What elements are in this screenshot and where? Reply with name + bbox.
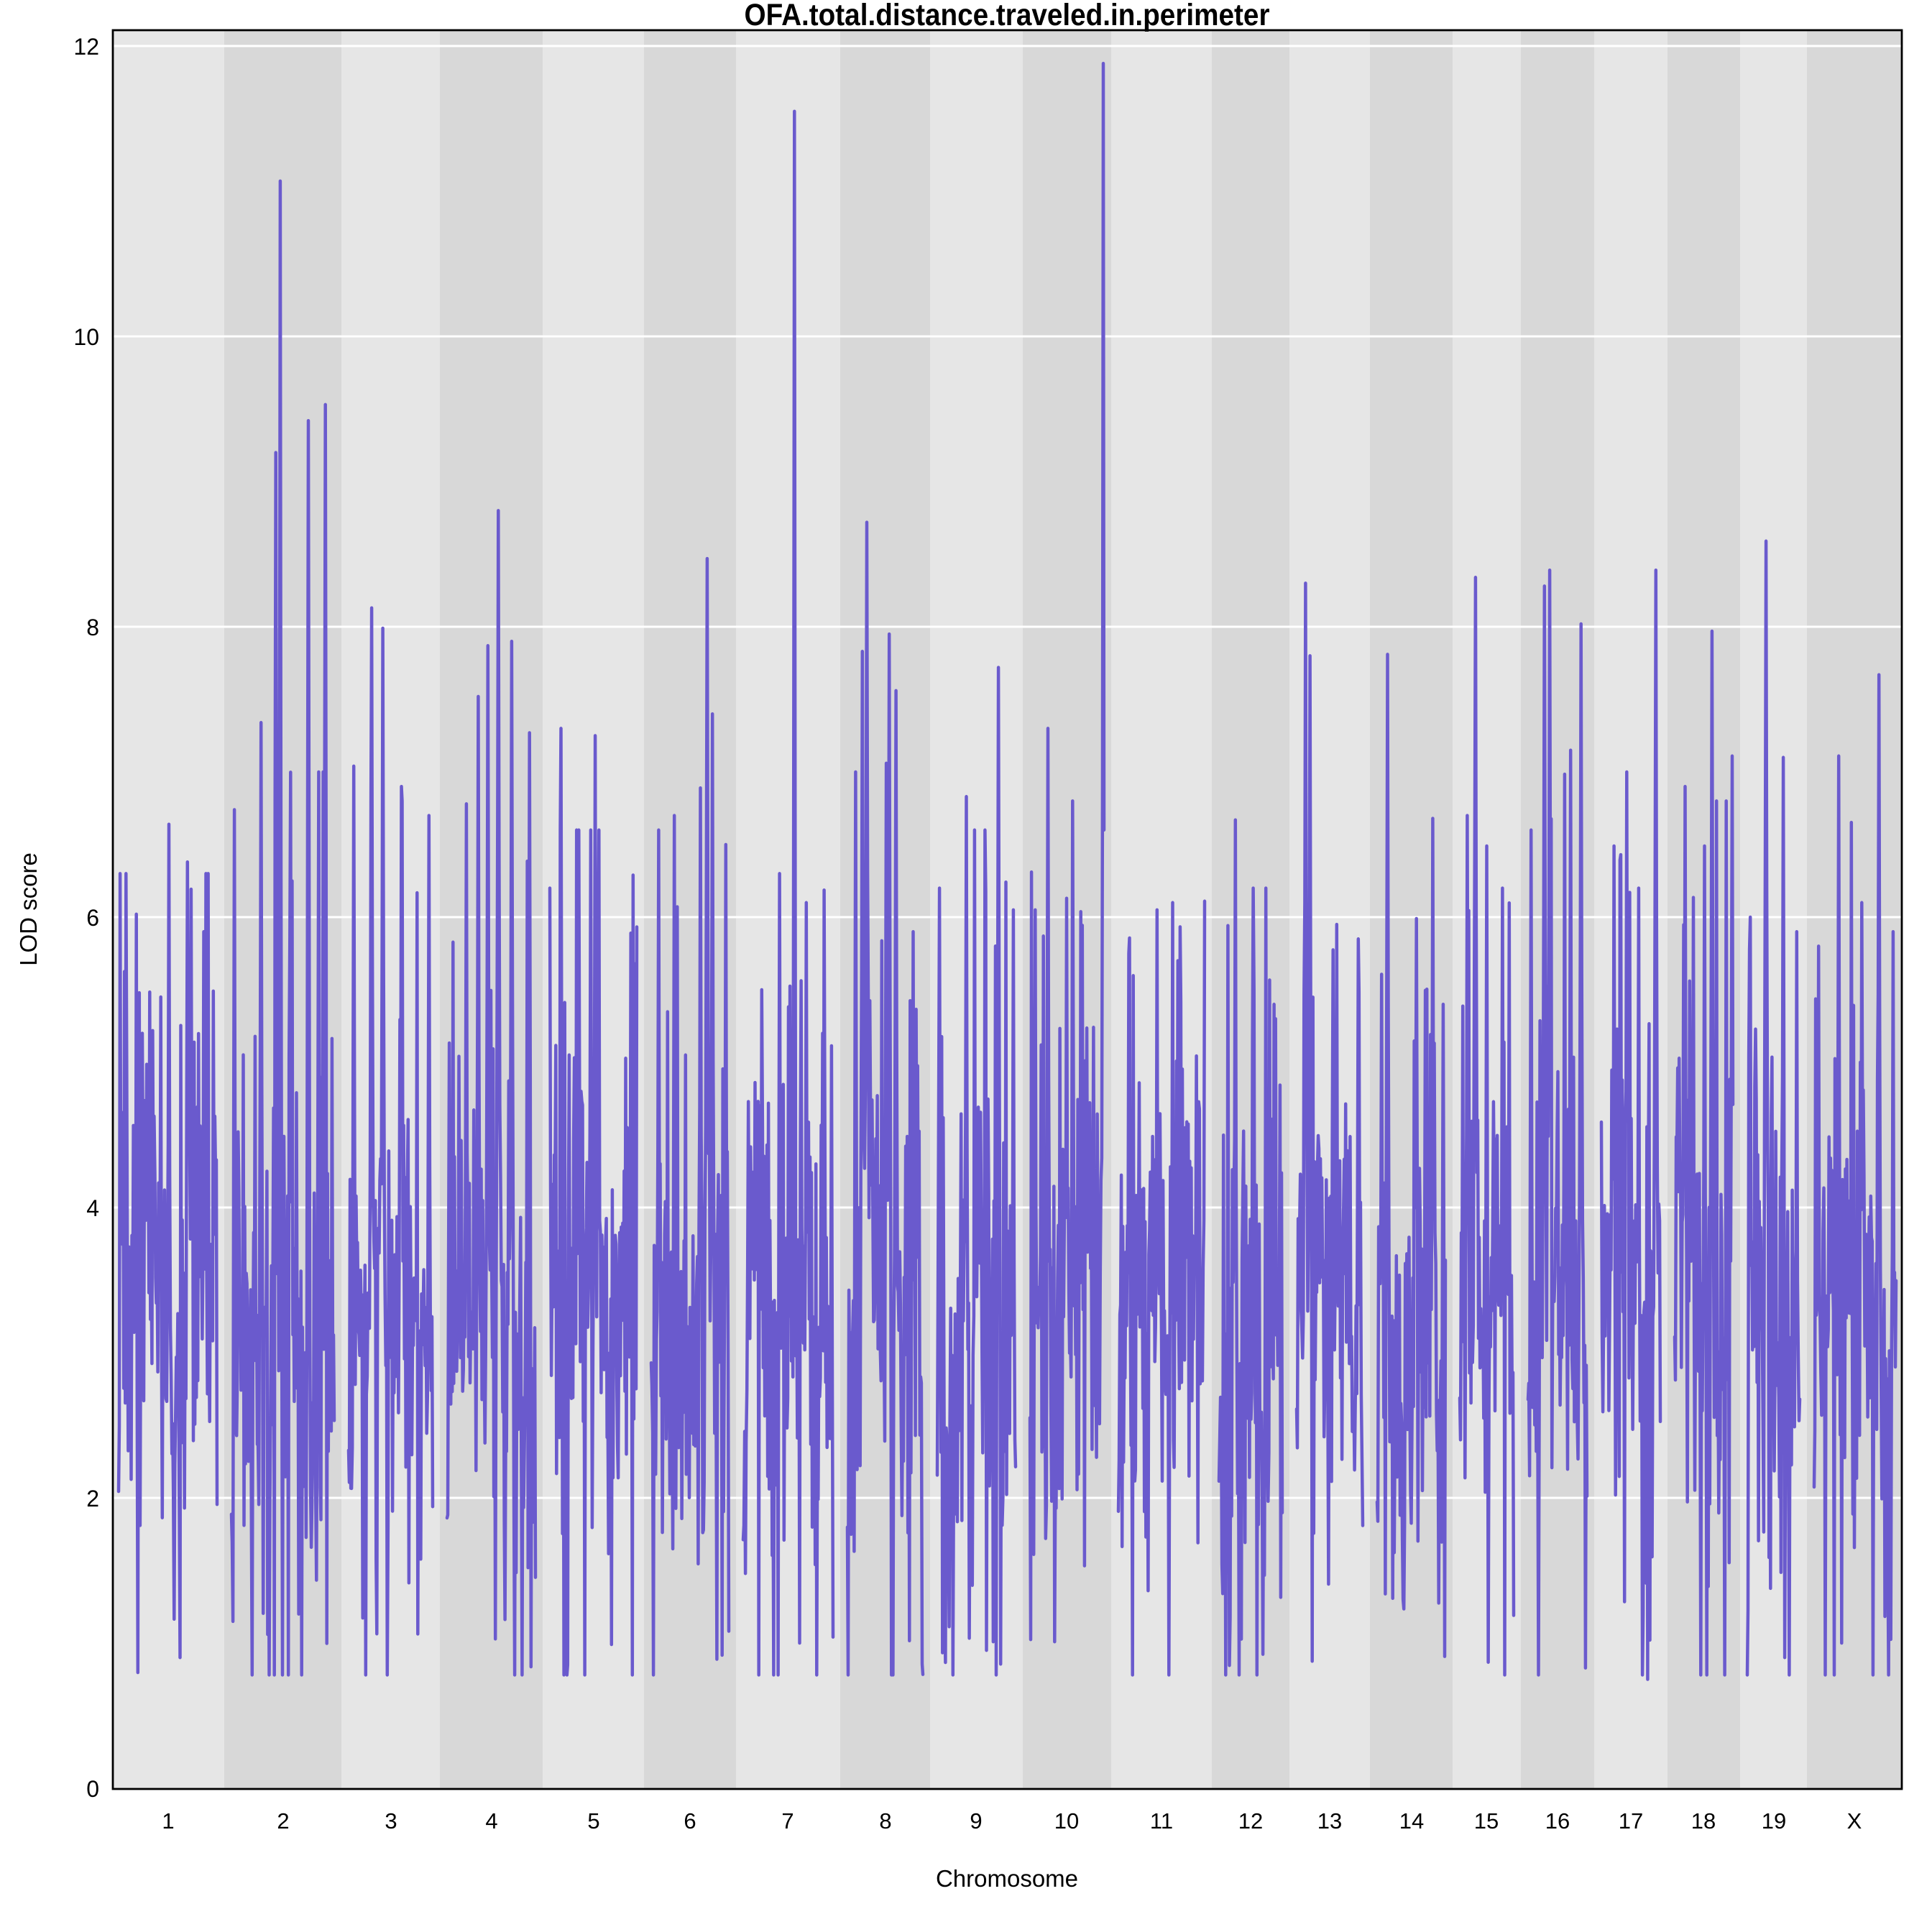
svg-text:1: 1 (162, 1808, 174, 1834)
svg-text:4: 4 (485, 1808, 497, 1834)
svg-text:0: 0 (86, 1776, 99, 1802)
svg-text:14: 14 (1399, 1808, 1424, 1834)
svg-text:8: 8 (879, 1808, 891, 1834)
svg-text:12: 12 (73, 34, 99, 60)
svg-text:7: 7 (781, 1808, 794, 1834)
svg-text:2: 2 (86, 1486, 99, 1512)
svg-text:X: X (1847, 1808, 1862, 1834)
svg-text:10: 10 (1054, 1808, 1079, 1834)
svg-text:Chromosome: Chromosome (936, 1865, 1078, 1892)
svg-text:10: 10 (73, 324, 99, 350)
svg-text:2: 2 (277, 1808, 289, 1834)
svg-text:13: 13 (1317, 1808, 1342, 1834)
svg-text:3: 3 (385, 1808, 397, 1834)
svg-text:15: 15 (1474, 1808, 1499, 1834)
svg-text:LOD score: LOD score (15, 852, 42, 966)
svg-text:18: 18 (1691, 1808, 1716, 1834)
svg-text:19: 19 (1762, 1808, 1786, 1834)
svg-text:4: 4 (86, 1195, 99, 1221)
svg-text:17: 17 (1619, 1808, 1643, 1834)
svg-text:5: 5 (587, 1808, 599, 1834)
svg-text:12: 12 (1238, 1808, 1263, 1834)
svg-text:11: 11 (1150, 1808, 1173, 1834)
svg-text:8: 8 (86, 615, 99, 640)
svg-text:6: 6 (86, 905, 99, 931)
svg-text:9: 9 (970, 1808, 982, 1834)
svg-text:6: 6 (684, 1808, 696, 1834)
svg-text:16: 16 (1545, 1808, 1570, 1834)
svg-text:OFA.total.distance.traveled.in: OFA.total.distance.traveled.in.perimeter (745, 0, 1270, 32)
